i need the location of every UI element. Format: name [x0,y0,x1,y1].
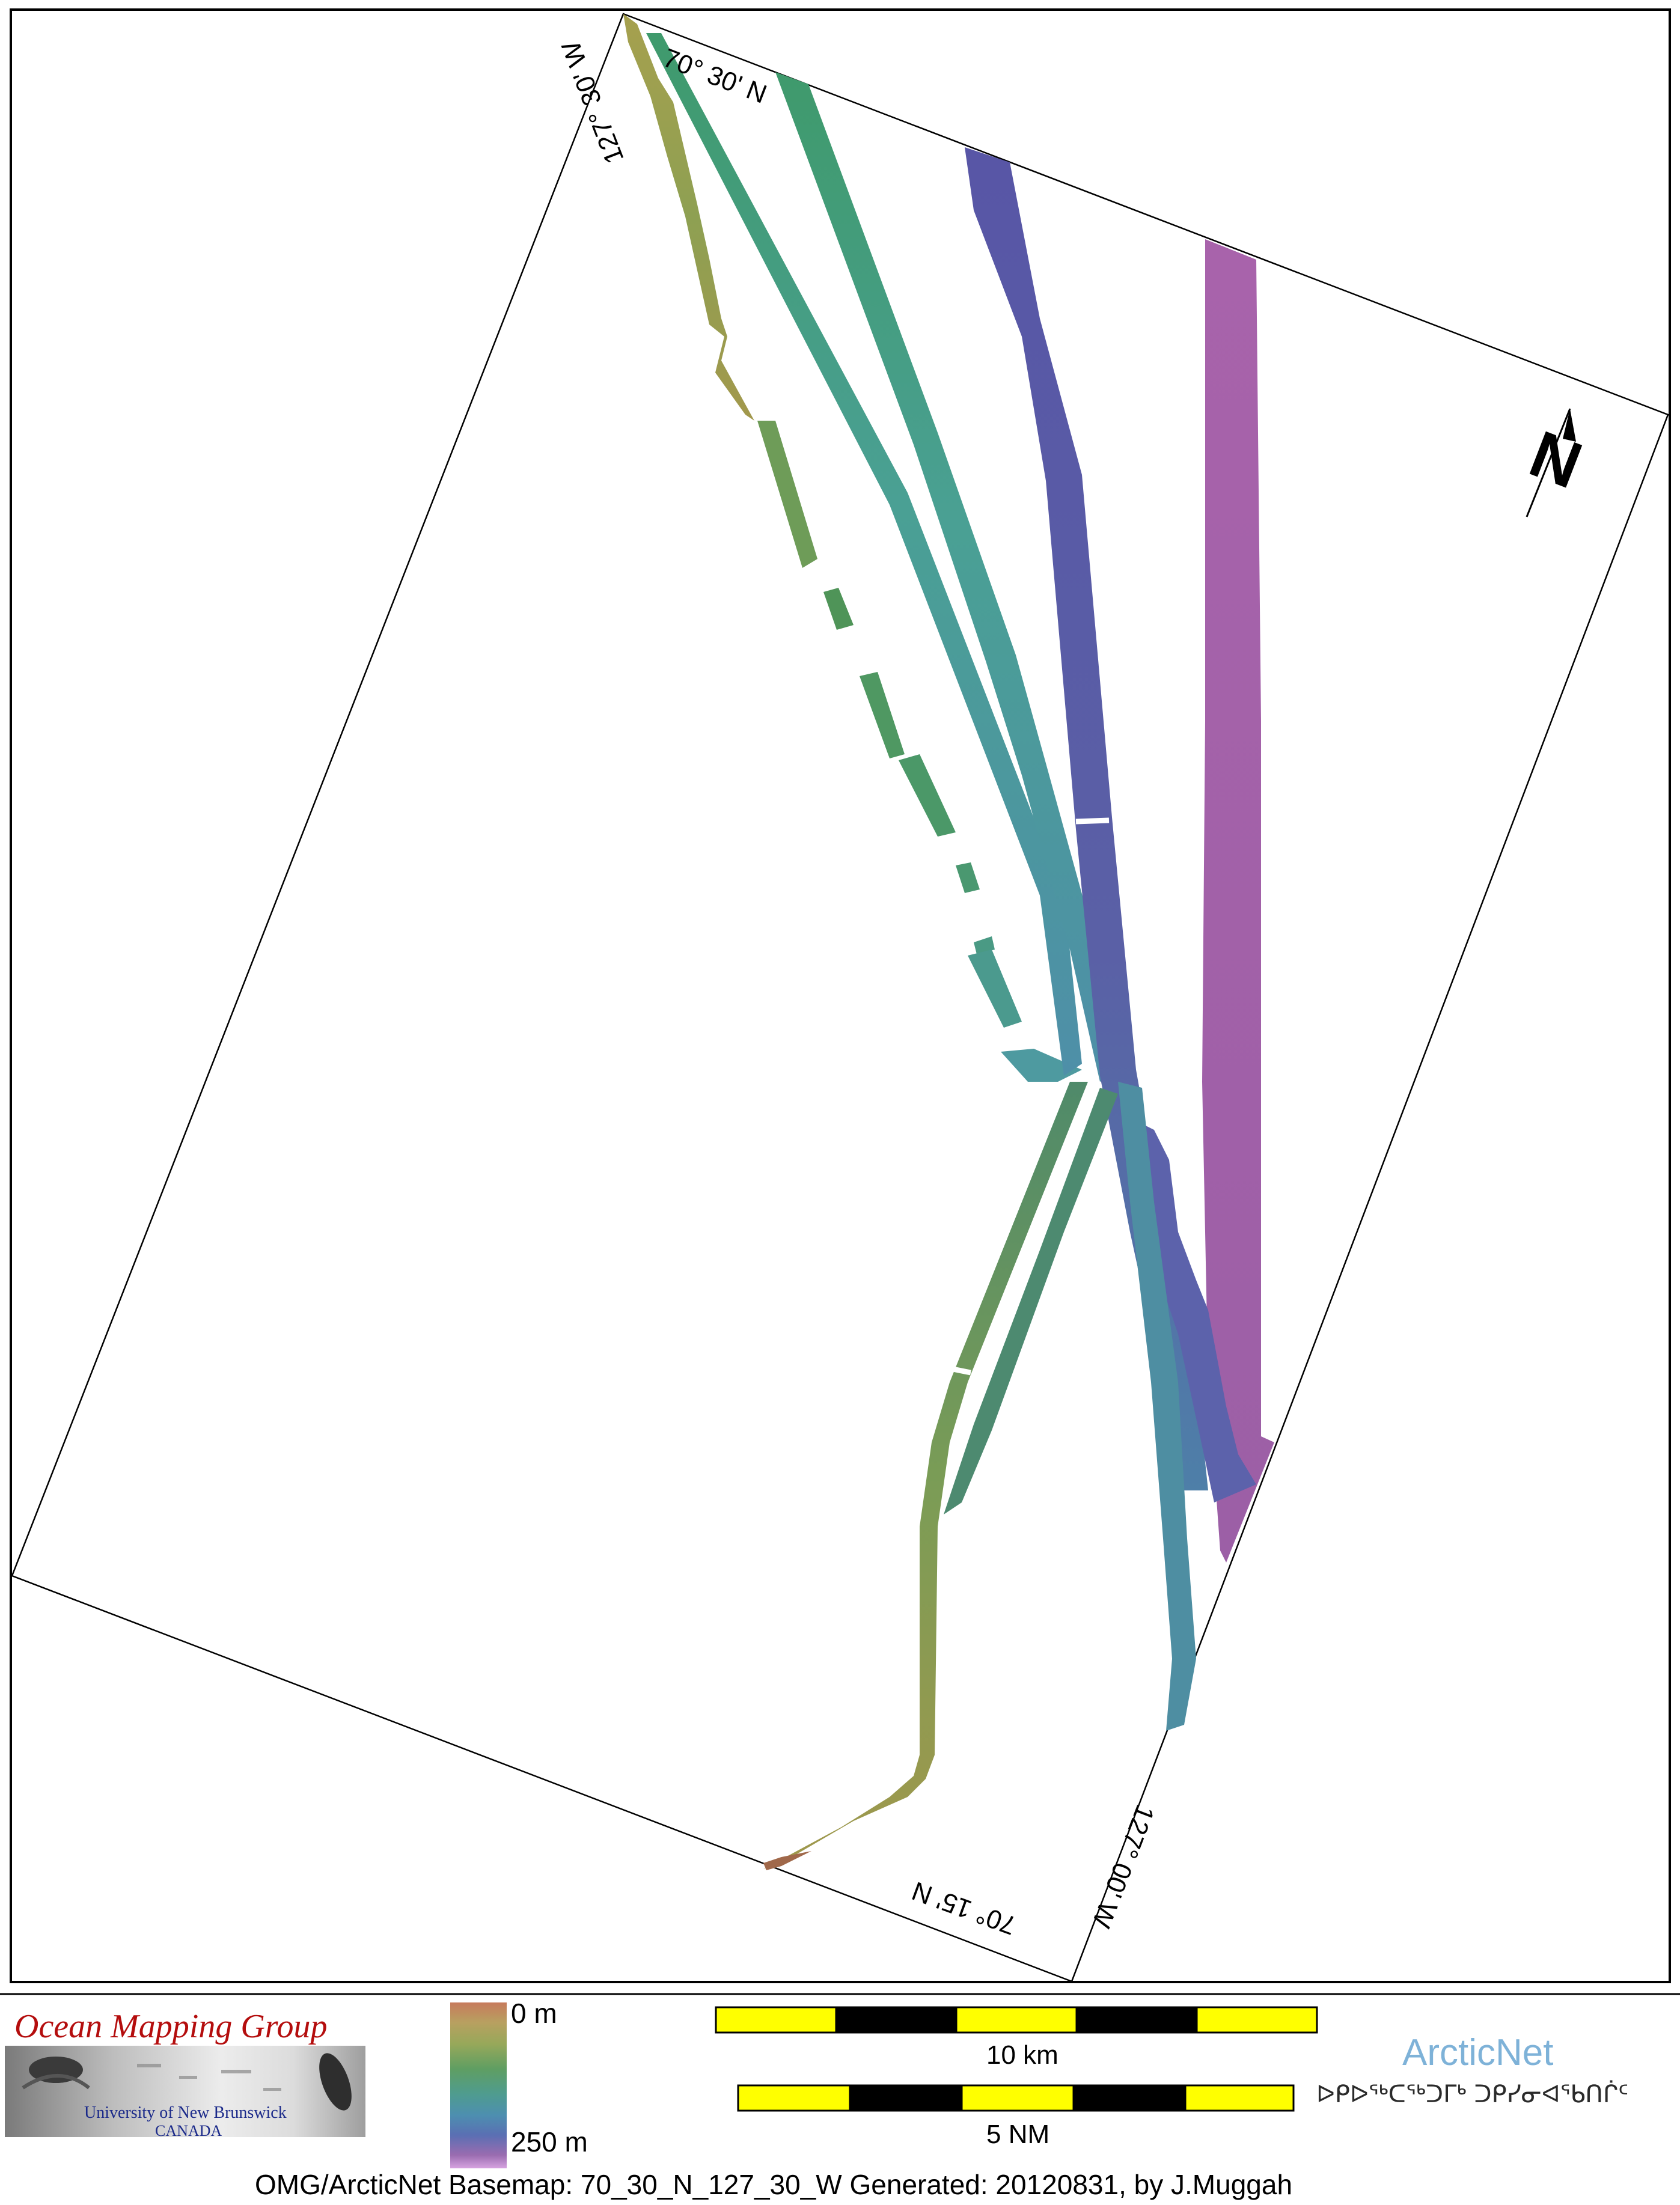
data-gap-2 [952,1366,971,1376]
swath-blue-fringe [1130,1118,1256,1502]
scale-bar-nm [737,2084,1295,2112]
footer-caption: OMG/ArcticNet Basemap: 70_30_N_127_30_W … [255,2169,1293,2200]
graticule-box [11,13,1669,1983]
swath-purple [1202,239,1274,1563]
scale-nm-label: 5 NM [986,2120,1050,2149]
swath-teal-seg8 [1001,1049,1082,1082]
depth-top-label: 0 m [511,1998,557,2029]
swath-green-center [775,72,1124,1082]
swath-lower-mid [944,1088,1118,1514]
scale-bar-km [715,2006,1318,2034]
label-right-longitude: 127° 00' W [1086,1801,1160,1932]
data-gap-1 [1075,817,1110,825]
swath-olive-seg1 [757,421,817,568]
arcticnet-title: ArcticNet [1402,2032,1554,2073]
swath-lower-teal [1118,1082,1196,1731]
label-left-longitude: 127° 30' W [556,37,630,168]
scale-km-label: 10 km [986,2040,1058,2070]
label-top-latitude: 70° 30' N [659,43,771,109]
swath-green-seg2 [823,588,854,630]
omg-logo-image [5,2046,365,2137]
omg-country: CANADA [155,2122,222,2139]
north-arrow-icon: N [1520,408,1592,517]
arcticnet-syllabics: ᐅᑭᐅᖅᑕᖅᑐᒥᒃ ᑐᑭᓯᓂᐊᖃᑎᒌᑦ [1316,2081,1629,2108]
swath-green-long [646,33,1082,1076]
depth-colorbar [450,2002,507,2168]
depth-bottom-label: 250 m [511,2126,588,2158]
swath-olive-upper [623,14,754,421]
swath-green-seg5 [956,862,980,893]
map-frame [10,8,1671,1983]
swath-green-seg6 [974,936,995,954]
swath-teal-seg7 [968,950,1022,1028]
swath-green-seg4 [899,754,956,837]
swath-lower-left [763,1082,1088,1869]
swath-green-seg3 [860,672,905,758]
north-arrow-letter: N [1520,416,1591,502]
swath-brown-end [763,1851,811,1870]
omg-university: University of New Brunswick [84,2103,287,2122]
label-bottom-latitude: 70° 15' N [908,1876,1020,1941]
omg-title: Ocean Mapping Group [14,2008,328,2045]
